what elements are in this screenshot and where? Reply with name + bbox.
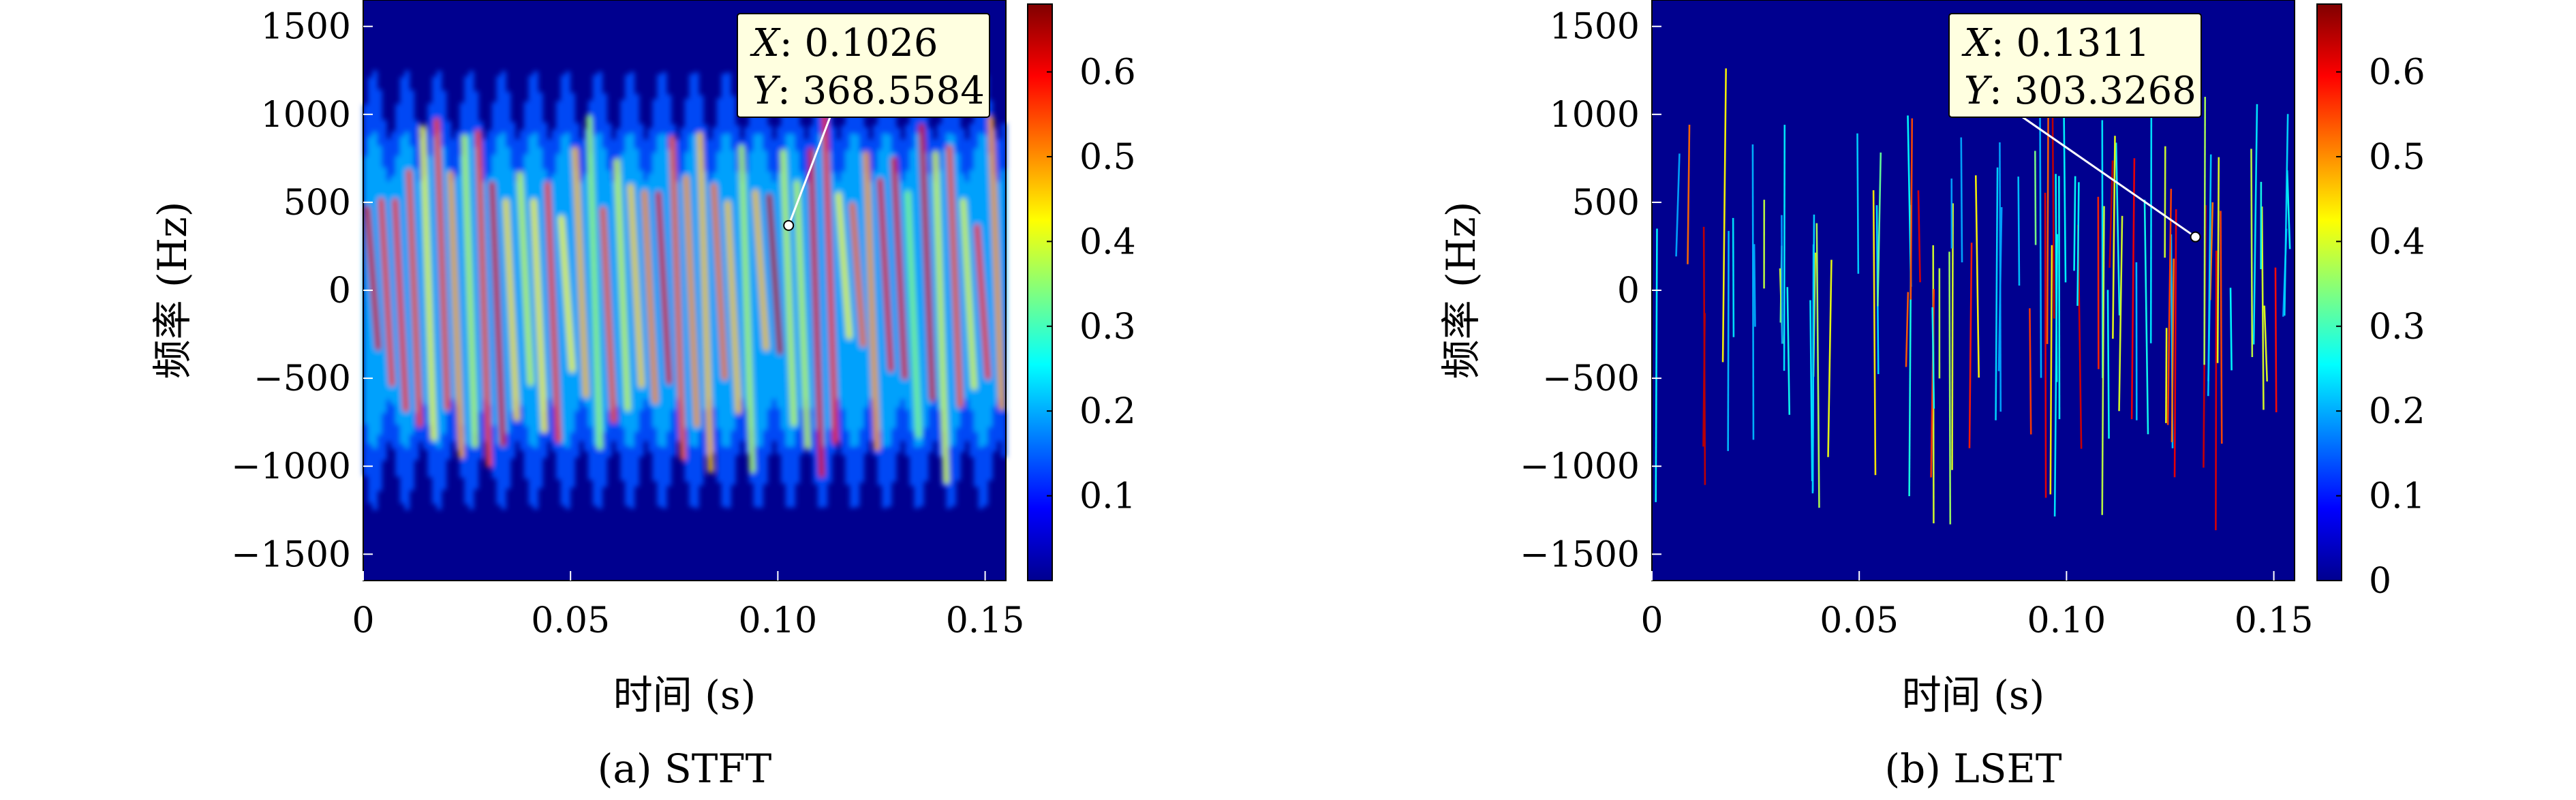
x-axis-label: 时间 (s) — [613, 672, 756, 718]
y-axis-label: 频率 (Hz) — [1438, 202, 1484, 380]
datatip-y-label: Y — [752, 69, 781, 113]
colorbar-tick-label: 0.6 — [1079, 52, 1136, 93]
colorbar — [1027, 3, 1053, 581]
datatip-leader — [2022, 116, 2196, 238]
y-tick-label: −1500 — [231, 534, 351, 575]
y-tick-label: 0 — [328, 271, 351, 311]
datatip-marker[interactable] — [2190, 231, 2201, 243]
y-tick-label: 500 — [1572, 183, 1640, 224]
datatip-box[interactable] — [1948, 13, 2202, 118]
datatip-x-value: : 0.1026 — [780, 21, 938, 65]
datatip-box[interactable] — [737, 13, 990, 118]
x-tick-label: 0.10 — [738, 600, 817, 641]
x-tick-label: 0.15 — [946, 600, 1025, 641]
stft-panel: 0 0.05 0.10 0.15 1500 1000 500 0 −500 −1000 −1500 时… — [149, 0, 1136, 792]
datatip-x-label: X — [750, 21, 781, 65]
colorbar-tick-label: 0.5 — [1079, 137, 1136, 178]
y-tick-label: −1500 — [1520, 534, 1640, 575]
y-axis-label: 频率 (Hz) — [149, 202, 196, 380]
datatip-y-line: Y: 303.3268 — [1964, 69, 2196, 113]
panel-caption: (a) STFT — [598, 745, 772, 792]
y-tick-label: −500 — [1542, 358, 1640, 399]
colorbar — [2316, 3, 2342, 581]
colorbar-tick-label: 0.4 — [1079, 221, 1136, 262]
x-tick-label: 0 — [352, 600, 374, 641]
datatip-y-value: : 368.5584 — [778, 69, 985, 113]
y-tick-label: 1500 — [1550, 7, 1640, 48]
datatip-marker[interactable] — [783, 219, 795, 231]
colorbar-tick-label: 0.1 — [1079, 476, 1136, 517]
colorbar-tick-label: 0.1 — [2369, 476, 2425, 517]
panel-caption: (b) LSET — [1884, 745, 2061, 792]
datatip-y-value: : 303.3268 — [1989, 69, 2196, 113]
energy-distribution — [363, 70, 1007, 510]
datatip-y-line: Y: 368.5584 — [752, 69, 985, 113]
datatip-x-label: X — [1961, 21, 1993, 65]
x-tick-label: 0.15 — [2235, 600, 2314, 641]
colorbar-tick-label: 0.2 — [1079, 391, 1136, 432]
x-tick-label: 0.05 — [1820, 600, 1899, 641]
ridge-lines — [1655, 64, 2291, 531]
y-tick-label: 1500 — [261, 7, 351, 48]
x-tick-label: 0.10 — [2027, 600, 2106, 641]
x-axis-label: 时间 (s) — [1902, 672, 2044, 718]
y-tick-label: 0 — [1617, 271, 1640, 311]
colorbar-tick-label: 0.5 — [2369, 137, 2425, 178]
datatip-x-value: : 0.1311 — [1991, 21, 2150, 65]
colorbar-tick-label: 0.3 — [1079, 307, 1136, 348]
datatip-x-line: X: 0.1026 — [750, 21, 938, 65]
datatip-y-label: Y — [1964, 69, 1993, 113]
colorbar-tick-label: 0.4 — [2369, 221, 2425, 262]
lset-panel: 0 0.05 0.10 0.15150010005000−500−1000−1500时… — [1438, 0, 2425, 792]
colorbar-tick-label: 0.2 — [2369, 391, 2425, 432]
y-tick-label: 500 — [283, 183, 351, 224]
colorbar-tick-label: 0.3 — [2369, 307, 2425, 348]
y-tick-label: 1000 — [261, 95, 351, 136]
y-tick-label: −1000 — [1520, 446, 1640, 487]
y-tick-label: −500 — [254, 358, 351, 399]
datatip-leader — [787, 117, 831, 226]
datatip-x-line: X: 0.1311 — [1961, 21, 2150, 65]
y-tick-label: 1000 — [1550, 95, 1640, 136]
x-tick-label: 0 — [1640, 600, 1663, 641]
x-tick-label: 0.05 — [531, 600, 610, 641]
y-tick-label: −1000 — [231, 446, 351, 487]
colorbar-tick-label: 0 — [2369, 561, 2391, 602]
colorbar-tick-label: 0.6 — [2369, 52, 2425, 93]
